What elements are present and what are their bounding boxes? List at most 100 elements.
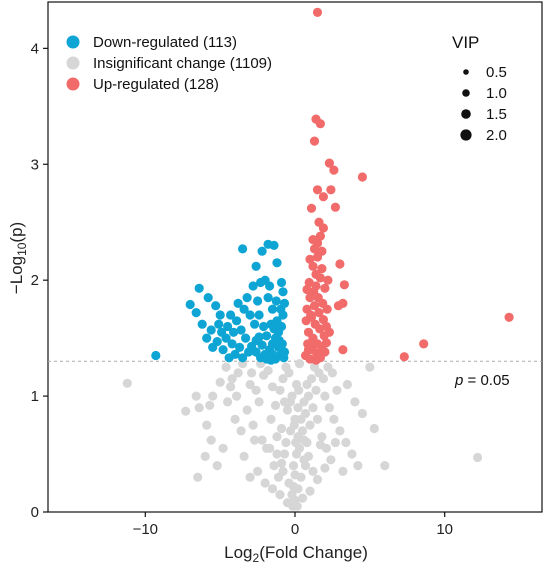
y-tick-label: 1 (31, 388, 39, 405)
data-point (242, 405, 252, 415)
data-point (226, 310, 236, 320)
data-point (223, 397, 233, 407)
data-point (251, 385, 261, 395)
size-legend: VIP 0.5 1.0 1.5 2.0 (452, 33, 507, 144)
data-point (229, 327, 239, 337)
data-point (318, 223, 328, 233)
data-point (205, 400, 215, 410)
data-point (250, 435, 260, 445)
data-point (244, 347, 254, 357)
data-point (239, 451, 249, 461)
data-point (197, 319, 207, 329)
data-point (267, 349, 278, 359)
y-tick-label: 2 (31, 272, 39, 289)
data-point (272, 258, 282, 268)
x-axis-title: Log2(Fold Change) (224, 543, 368, 565)
data-point (242, 293, 252, 303)
data-point (305, 420, 315, 430)
data-point (309, 244, 320, 254)
size-legend-label-2: 1.5 (486, 106, 507, 123)
data-point (269, 240, 279, 250)
data-point (330, 437, 340, 448)
legend: Down-regulated (113) Insignificant chang… (66, 34, 272, 93)
data-point (233, 368, 243, 378)
data-point (315, 324, 325, 334)
data-point (333, 301, 343, 311)
y-tick-label: 4 (31, 40, 39, 57)
data-point (284, 368, 294, 378)
data-point (275, 385, 285, 395)
data-point (253, 466, 263, 476)
data-point (353, 461, 363, 471)
data-point (273, 342, 284, 352)
data-point (218, 443, 228, 453)
data-point (262, 331, 272, 341)
data-point (312, 185, 323, 195)
legend-label-insignificant: Insignificant change (1109) (93, 55, 272, 72)
data-point (257, 246, 267, 256)
data-point (290, 470, 300, 480)
data-point (326, 455, 336, 465)
data-point (305, 486, 315, 496)
data-point (202, 420, 212, 430)
data-point (380, 461, 390, 471)
data-point (320, 463, 330, 473)
data-point (191, 308, 201, 318)
data-point (357, 172, 367, 182)
data-point (302, 379, 312, 390)
data-point (122, 378, 132, 388)
data-point (239, 304, 249, 314)
data-point (305, 254, 315, 264)
legend-marker-up (66, 77, 80, 91)
data-point (323, 275, 333, 285)
data-point (306, 203, 317, 213)
data-point (308, 261, 318, 271)
data-point (266, 319, 276, 329)
data-point (365, 362, 375, 372)
data-point (270, 400, 281, 410)
data-point (193, 472, 203, 482)
size-legend-marker-1 (462, 89, 470, 97)
data-point (260, 478, 270, 488)
legend-marker-insignificant (66, 56, 80, 70)
data-point (342, 379, 352, 390)
data-point (335, 259, 345, 269)
data-point (151, 350, 161, 361)
data-point (321, 338, 331, 348)
data-point (315, 273, 325, 283)
data-point (399, 352, 409, 362)
data-point (287, 391, 297, 401)
data-point (272, 432, 282, 442)
data-point (248, 281, 258, 291)
data-point (245, 379, 255, 390)
data-point (315, 440, 325, 450)
data-point (308, 403, 318, 413)
data-point (294, 359, 305, 369)
data-point (250, 319, 260, 329)
data-point (294, 385, 304, 395)
data-point (312, 7, 323, 18)
data-point (236, 325, 246, 335)
data-point (278, 374, 288, 384)
data-point (330, 202, 340, 212)
data-point (238, 244, 248, 254)
data-point (300, 461, 311, 471)
data-point (324, 403, 334, 413)
data-point (274, 335, 284, 346)
data-point (308, 235, 318, 245)
data-point (369, 423, 379, 434)
data-point (504, 312, 514, 322)
data-point (278, 287, 288, 297)
data-point (276, 423, 287, 434)
threshold-annotation: p = 0.05 (454, 372, 510, 389)
data-point (312, 414, 323, 424)
data-point (251, 261, 261, 271)
x-tick-label: 0 (291, 521, 299, 538)
y-tick-label: 3 (31, 156, 39, 173)
data-point (223, 321, 233, 332)
data-point (315, 119, 325, 129)
data-point (202, 333, 212, 343)
data-point (185, 299, 195, 310)
data-point (329, 165, 339, 175)
data-point (473, 452, 483, 463)
